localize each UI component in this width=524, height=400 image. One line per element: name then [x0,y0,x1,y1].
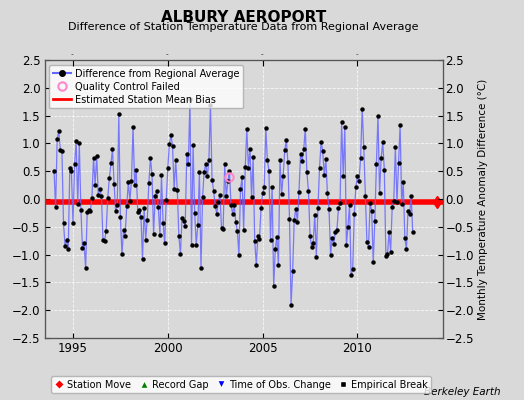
Text: Difference of Station Temperature Data from Regional Average: Difference of Station Temperature Data f… [69,22,419,32]
Legend: Station Move, Record Gap, Time of Obs. Change, Empirical Break: Station Move, Record Gap, Time of Obs. C… [51,376,431,393]
Y-axis label: Monthly Temperature Anomaly Difference (°C): Monthly Temperature Anomaly Difference (… [478,78,488,320]
Legend: Difference from Regional Average, Quality Control Failed, Estimated Station Mean: Difference from Regional Average, Qualit… [49,65,243,108]
Text: Berkeley Earth: Berkeley Earth [424,387,500,397]
Text: ALBURY AEROPORT: ALBURY AEROPORT [161,10,326,25]
